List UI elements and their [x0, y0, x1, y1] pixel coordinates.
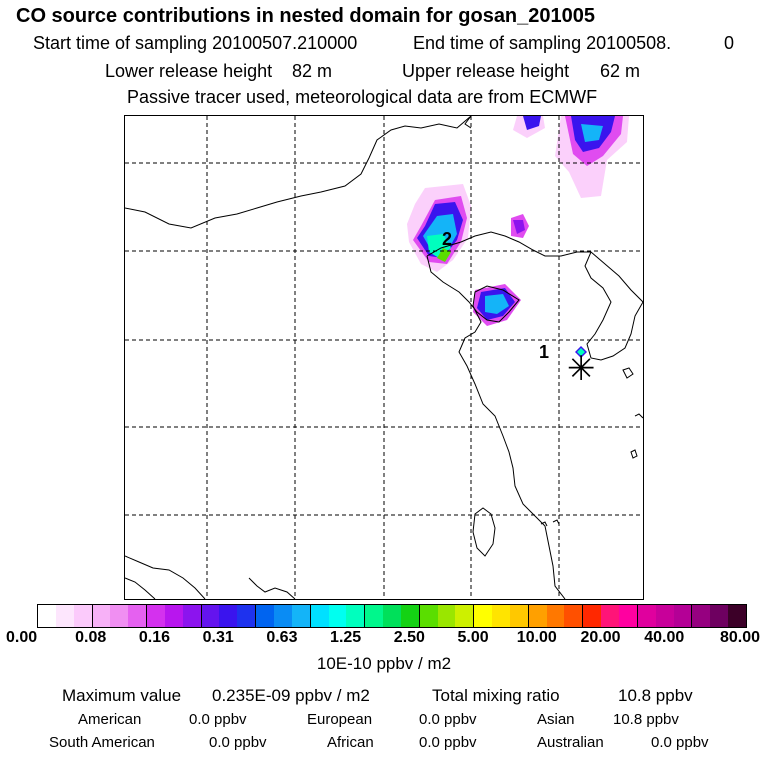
colorbar-tick-label: 0.31: [202, 629, 234, 646]
colorbar-cell: [256, 605, 274, 627]
map-canvas: [125, 116, 643, 599]
colorbar-tick-label: 0.16: [138, 629, 171, 646]
map-panel: ✳ 1 2: [124, 115, 644, 600]
plume-receptor: [575, 346, 587, 358]
total-mixing-label: Total mixing ratio: [432, 686, 560, 705]
colorbar-cell: [710, 605, 729, 627]
region-name-american: American: [78, 711, 142, 728]
colorbar-cell: [38, 605, 56, 627]
plume-north-west: [407, 184, 529, 272]
colorbar-cell: [509, 605, 529, 627]
colorbar-cell: [692, 605, 711, 627]
map-label-2: 2: [442, 229, 453, 249]
colorbar-cell: [637, 605, 656, 627]
colorbar-tick-label: 2.50: [393, 629, 425, 646]
upper-release-value: 62 m: [600, 61, 641, 81]
colorbar-cell: [400, 605, 420, 627]
region-name-african: African: [327, 734, 374, 751]
plot-title: CO source contributions in nested domain…: [16, 5, 596, 27]
colorbar-cell: [619, 605, 638, 627]
region-name-south-american: South American: [49, 734, 155, 751]
colorbar-tick-label: 0.08: [75, 629, 107, 646]
colorbar-cell: [182, 605, 202, 627]
colorbar-cell: [601, 605, 619, 627]
lower-release-label: Lower release height: [105, 61, 273, 81]
colorbar-tick-label: 5.00: [457, 629, 489, 646]
lower-release-value: 82 m: [292, 61, 333, 81]
colorbar-tick-label: 20.00: [580, 629, 621, 646]
colorbar: [37, 604, 747, 628]
colorbar-cell: [492, 605, 510, 627]
start-time-label: Start time of sampling 20100507.210000: [33, 33, 358, 53]
colorbar-cell: [147, 605, 165, 627]
colorbar-cell: [728, 605, 746, 627]
map-label-1: 1: [539, 342, 550, 362]
colorbar-cell: [110, 605, 129, 627]
colorbar-cell: [164, 605, 183, 627]
colorbar-cell: [383, 605, 401, 627]
region-value-australian: 0.0 ppbv: [651, 734, 709, 751]
region-name-australian: Australian: [537, 734, 604, 751]
max-value-label: Maximum value: [62, 686, 182, 705]
colorbar-cell: [346, 605, 366, 627]
end-time-label: End time of sampling 20100508.: [413, 33, 672, 53]
colorbar-cell: [328, 605, 347, 627]
colorbar-tick-label: 0.63: [266, 629, 298, 646]
upper-release-label: Upper release height: [402, 61, 570, 81]
region-value-european: 0.0 ppbv: [419, 711, 477, 728]
lat-lon-grid: [125, 116, 643, 599]
region-value-south-american: 0.0 ppbv: [209, 734, 267, 751]
region-name-european: European: [307, 711, 373, 728]
colorbar-cell: [310, 605, 329, 627]
colorbar-cell: [564, 605, 584, 627]
end-time-suffix: 0: [724, 33, 735, 53]
colorbar-cell: [546, 605, 565, 627]
colorbar-cell: [673, 605, 693, 627]
asterisk-marker-icon: ✳: [567, 349, 596, 389]
colorbar-tick-label: 0.00: [6, 629, 38, 646]
colorbar-cell: [273, 605, 292, 627]
colorbar-cell: [528, 605, 547, 627]
colorbar-cell: [419, 605, 438, 627]
plume-north-east: [513, 116, 629, 198]
coastlines: [125, 116, 643, 599]
colorbar-tick-label: 40.00: [644, 629, 685, 646]
colorbar-cell: [291, 605, 311, 627]
colorbar-tick-label: 1.25: [330, 629, 362, 646]
colorbar-cell: [365, 605, 384, 627]
colorbar-tick-label: 80.00: [719, 629, 760, 646]
colorbar-cell: [437, 605, 456, 627]
colorbar-unit: 10E-10 ppbv / m2: [316, 654, 452, 673]
max-value: 0.235E-09 ppbv / m2: [212, 686, 370, 705]
colorbar-cell: [201, 605, 220, 627]
colorbar-cell: [219, 605, 238, 627]
region-value-african: 0.0 ppbv: [419, 734, 477, 751]
tracer-note: Passive tracer used, meteorological data…: [127, 87, 598, 107]
colorbar-cell: [583, 605, 602, 627]
colorbar-tick-label: 10.00: [516, 629, 557, 646]
colorbar-cell: [73, 605, 93, 627]
colorbar-cell: [455, 605, 475, 627]
region-name-asian: Asian: [537, 711, 575, 728]
total-mixing-value: 10.8 ppbv: [618, 686, 693, 705]
colorbar-cell: [55, 605, 74, 627]
colorbar-cell: [92, 605, 111, 627]
colorbar-cell: [655, 605, 674, 627]
plume-shandong: [473, 284, 521, 326]
region-value-asian: 10.8 ppbv: [613, 711, 679, 728]
colorbar-cell: [128, 605, 148, 627]
region-value-american: 0.0 ppbv: [189, 711, 247, 728]
colorbar-cell: [474, 605, 493, 627]
colorbar-cell: [237, 605, 257, 627]
